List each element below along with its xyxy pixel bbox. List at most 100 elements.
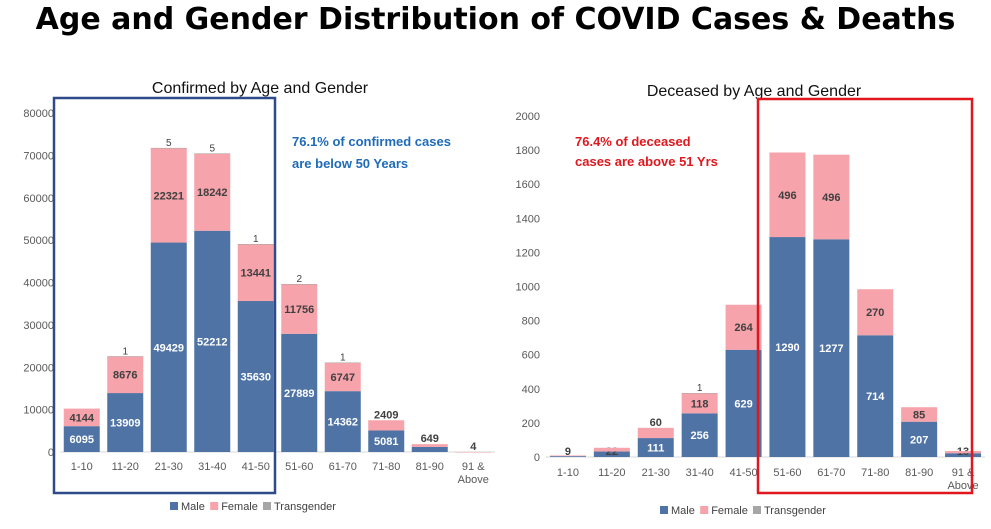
data-label-female: 60 — [650, 417, 662, 429]
bar-male — [901, 421, 938, 457]
y-tick-label: 400 — [522, 384, 540, 396]
bar-transgender — [281, 283, 318, 285]
data-label-male: 111 — [647, 443, 664, 455]
y-tick-label: 200 — [522, 418, 540, 430]
bar-male — [725, 349, 762, 457]
data-label-female: 22321 — [153, 190, 184, 202]
highlight-box — [756, 97, 974, 495]
x-tick-label: 31-40 — [686, 467, 714, 479]
bar-female — [681, 393, 718, 414]
bar-female — [237, 244, 274, 302]
data-label-transgender: 5 — [166, 138, 172, 149]
bar-female — [63, 408, 100, 427]
data-label-female: 270 — [866, 307, 884, 319]
bar-male — [107, 393, 144, 452]
data-label-female: 649 — [421, 433, 439, 445]
legend-label: Transgender — [764, 505, 826, 517]
bar-female — [769, 152, 806, 238]
bar-male — [368, 430, 405, 452]
data-label-male: 49429 — [153, 342, 184, 354]
bar-female — [368, 420, 405, 431]
x-tick-label: 11-20 — [112, 461, 139, 473]
legend-swatch-female — [700, 506, 709, 514]
bar-female — [411, 444, 448, 447]
y-tick-label: 10000 — [23, 405, 54, 417]
bar-female — [813, 154, 850, 240]
y-tick-label: 0 — [48, 447, 54, 459]
y-tick-label: 600 — [522, 350, 540, 362]
y-tick-label: 1600 — [516, 179, 540, 191]
legend-label: Female — [711, 505, 748, 517]
y-tick-label: 60000 — [23, 193, 54, 205]
y-tick-label: 20000 — [23, 362, 54, 374]
y-tick-label: 1000 — [516, 282, 540, 294]
bar-transgender — [150, 147, 187, 149]
data-label-female: 118 — [691, 398, 709, 410]
data-label-male: 27889 — [284, 388, 315, 400]
legend-swatch-transgender — [263, 502, 271, 510]
bar-female — [150, 147, 187, 243]
chart-title: Confirmed by Age and Gender — [152, 80, 369, 97]
y-tick-label: 1800 — [516, 145, 540, 157]
data-label-female: 4 — [470, 441, 477, 453]
x-tick-label: 1-10 — [71, 461, 93, 473]
data-label-female: 4144 — [70, 412, 95, 424]
y-tick-label: 40000 — [23, 278, 54, 290]
bar-male — [281, 333, 318, 452]
confirmed-chart: Confirmed by Age and Gender 0 10000 20000 30… — [23, 80, 495, 513]
chart-title: Deceased by Age and Gender — [647, 83, 862, 100]
bar-female — [194, 153, 231, 231]
y-tick-label: 30000 — [23, 320, 54, 332]
bar-transgender — [107, 356, 144, 357]
legend-label: Female — [221, 501, 258, 513]
y-tick-label: 0 — [534, 452, 540, 464]
bar-male — [637, 438, 674, 457]
bar-female — [945, 451, 982, 454]
data-label-female: 8676 — [113, 370, 137, 382]
data-label-transgender: 1 — [253, 234, 259, 245]
legend-swatch-transgender — [753, 506, 761, 514]
y-tick-label: 80000 — [23, 108, 54, 120]
y-tick-label: 1400 — [516, 213, 540, 225]
bar-male — [813, 239, 850, 457]
y-tick-label: 2000 — [516, 111, 540, 123]
x-tick-label: 1-10 — [557, 467, 579, 479]
x-tick-label: 81-90 — [905, 467, 933, 479]
x-tick-label: 71-80 — [372, 461, 400, 473]
bar-transgender — [324, 362, 361, 364]
bar-female — [549, 455, 586, 457]
x-tick-label: 71-80 — [861, 467, 889, 479]
annotation-text: cases are above 51 Yrs — [575, 154, 718, 169]
data-label-male: 35630 — [240, 372, 271, 384]
bar-female — [593, 447, 630, 452]
bar-female — [637, 427, 674, 439]
x-tick-label: Above — [947, 480, 978, 492]
x-tick-label: 11-20 — [598, 467, 625, 479]
x-tick-label: 31-40 — [198, 461, 226, 473]
bar-male — [194, 230, 231, 452]
legend-label: Male — [181, 501, 205, 513]
data-label-transgender: 1 — [122, 346, 128, 357]
bar-transgender — [194, 153, 231, 154]
page-title: Age and Gender Distribution of COVID Cas… — [35, 2, 956, 37]
data-label-transgender: 1 — [340, 353, 346, 364]
data-label-male: 1290 — [775, 342, 799, 354]
data-label-female: 85 — [913, 409, 925, 421]
x-tick-label: 61-70 — [329, 461, 357, 473]
y-tick-label: 800 — [522, 316, 540, 328]
bar-female — [324, 362, 361, 392]
bar-male — [150, 242, 187, 452]
x-tick-label: Above — [458, 474, 489, 486]
legend-swatch-female — [210, 502, 219, 510]
x-tick-label: 91 & — [462, 461, 485, 473]
legend-swatch-male — [660, 506, 668, 514]
data-label-female: 264 — [734, 322, 753, 334]
bar-male — [769, 237, 806, 457]
data-label-male: 5081 — [374, 436, 398, 448]
x-tick-label: 21-30 — [642, 467, 670, 479]
x-tick-label: 21-30 — [155, 461, 183, 473]
bar-male — [63, 426, 100, 452]
data-label-transgender: 1 — [697, 383, 703, 394]
bar-transgender — [237, 244, 274, 245]
